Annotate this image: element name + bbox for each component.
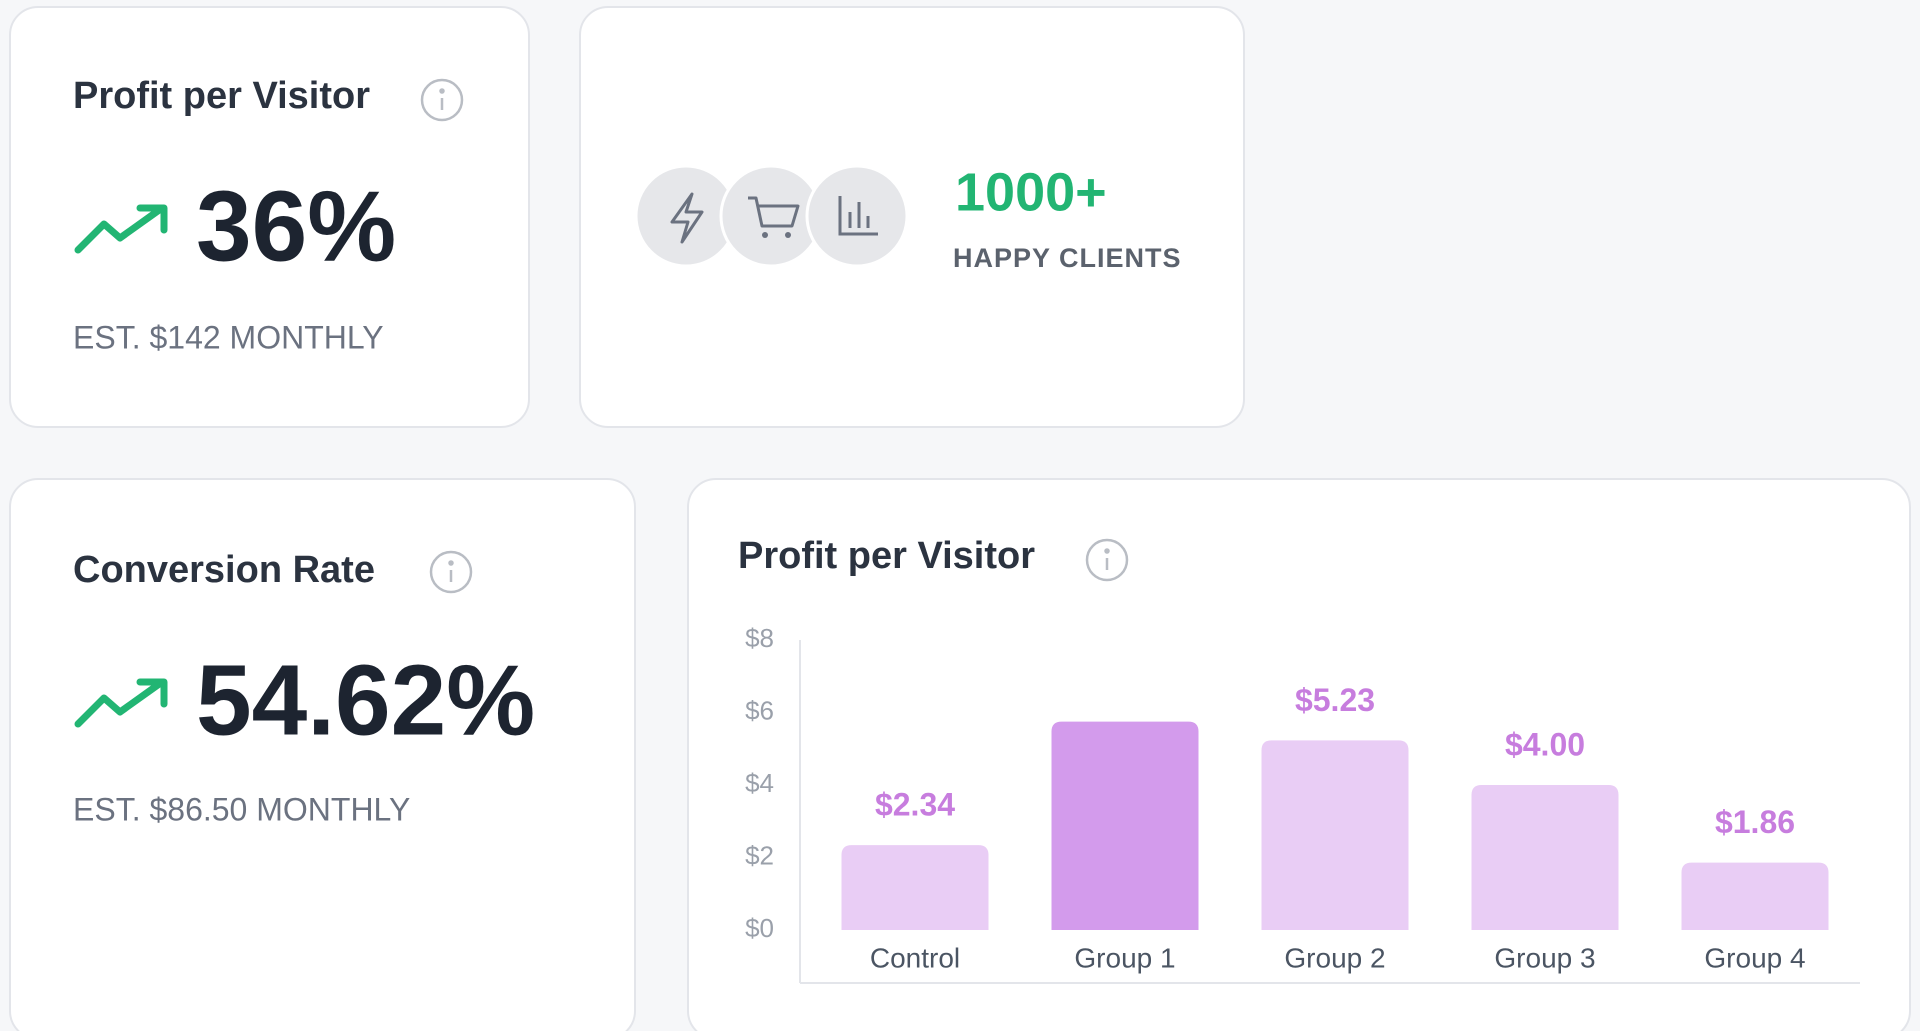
icon-badge (805, 164, 909, 268)
y-tick-label: $8 (745, 623, 774, 653)
x-tick-label: Group 2 (1284, 942, 1385, 973)
value-label: $1.86 (1715, 804, 1795, 840)
x-tick-label: Group 4 (1704, 942, 1805, 973)
plot: $0 $2 $4 $6 $8 Control $2.34 Group 1 Group 2 $5.2… (745, 623, 1829, 973)
value-label: $5.23 (1295, 682, 1375, 718)
card (9, 478, 636, 1031)
y-tick-label: $6 (745, 695, 774, 725)
x-tick-label: Group 3 (1494, 942, 1595, 973)
metric-note: EST. $142 MONTHLY (73, 319, 384, 355)
card (9, 6, 530, 428)
icon-badge (719, 164, 823, 268)
card-title: Profit per Visitor (73, 75, 370, 117)
caption: HAPPY CLIENTS (953, 243, 1182, 273)
chart-title: Profit per Visitor (738, 535, 1035, 577)
bar (1261, 740, 1409, 930)
trend-icon (136, 678, 168, 708)
y-tick-label: $4 (745, 768, 774, 798)
info-icon[interactable] (429, 550, 473, 594)
info-icon[interactable] (1085, 538, 1129, 582)
bar (1471, 785, 1619, 930)
bar (1051, 721, 1199, 930)
metric-value: 54.62% (196, 644, 535, 756)
bar (1681, 862, 1829, 930)
value-label: $2.34 (875, 787, 955, 823)
card (579, 6, 1245, 428)
headline: 1000+ (955, 162, 1107, 222)
x-tick-label: Control (870, 942, 960, 973)
card-title: Conversion Rate (73, 549, 375, 591)
trend-icon (136, 204, 168, 234)
x-tick-label: Group 1 (1074, 942, 1175, 973)
bar (841, 845, 989, 930)
y-tick-label: $2 (745, 840, 774, 870)
trend-icon (74, 678, 166, 728)
metric-value: 36% (196, 170, 396, 282)
metric-note: EST. $86.50 MONTHLY (73, 791, 410, 827)
trend-icon (74, 204, 166, 254)
y-tick-label: $0 (745, 913, 774, 943)
info-icon[interactable] (420, 78, 464, 122)
icon-badge (634, 164, 738, 268)
value-label: $4.00 (1505, 726, 1585, 762)
